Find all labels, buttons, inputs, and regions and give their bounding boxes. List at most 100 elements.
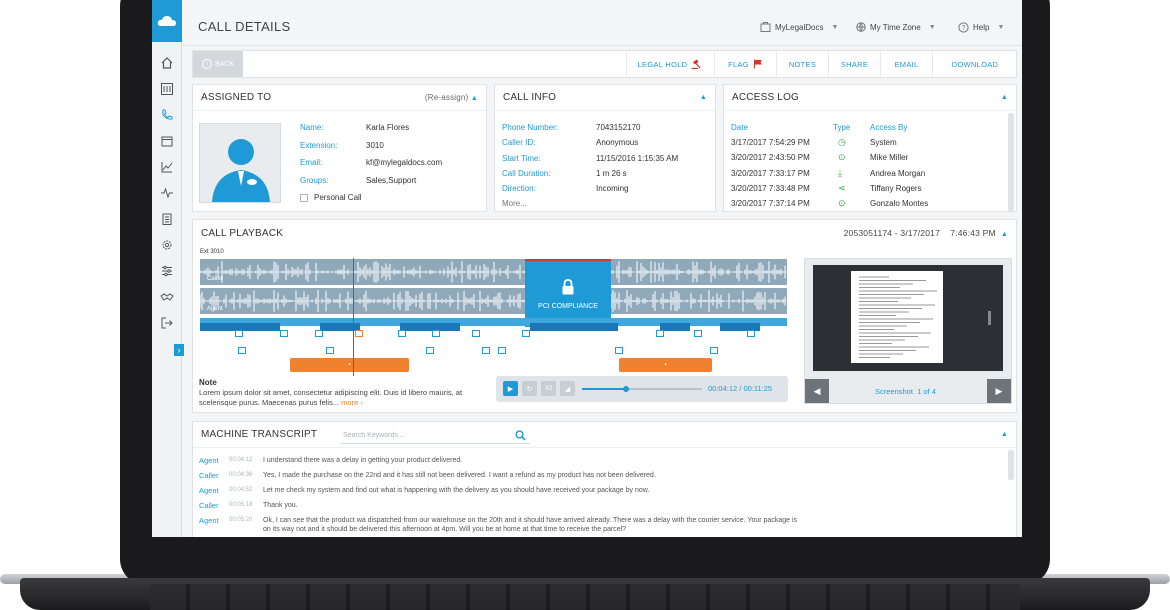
playback-time: 00:04:12 / 00:11:25 — [708, 384, 773, 393]
type-column-header[interactable]: Type — [833, 123, 851, 132]
download-button[interactable]: DOWNLOAD — [932, 51, 1017, 77]
note-body: Lorem ipsum dolor sit amet, consectetur … — [199, 388, 489, 408]
keyword-search-input[interactable]: Search Keywords... — [340, 428, 530, 444]
handshake-icon[interactable] — [152, 284, 182, 310]
transcript-row[interactable]: Agent 00:04:52 Let me check my system and … — [199, 486, 798, 495]
screen-marker-icon[interactable] — [472, 330, 480, 337]
note-more-link[interactable]: more › — [341, 398, 363, 407]
transcript-row[interactable]: Caller 00:04:36 Yes, I made the purchase o… — [199, 471, 798, 480]
transcript-scrollbar[interactable] — [1008, 450, 1014, 480]
screen-marker-icon[interactable] — [522, 330, 530, 337]
replay-button[interactable]: ↻ — [522, 381, 537, 396]
caller-waveform[interactable] — [200, 259, 525, 285]
chart-icon[interactable] — [152, 154, 182, 180]
call-info-label: Direction: — [502, 184, 536, 194]
screen-marker-icon[interactable] — [432, 330, 440, 337]
screenshot-viewer: ◀ Screenshot 1 of 4 ▶ — [804, 258, 1012, 404]
timestamp[interactable]: 00:05:20 — [229, 517, 253, 523]
access-by: Mike Miller — [870, 153, 909, 163]
logout-icon[interactable] — [152, 310, 182, 336]
caller-waveform-part2[interactable] — [611, 259, 787, 285]
transcript-row[interactable]: Caller 00:05:18 Thank you. — [199, 501, 798, 510]
timezone-menu[interactable]: My Time Zone ▼ — [856, 22, 936, 32]
orange-annotation-segment[interactable]: ▪ — [619, 358, 712, 372]
page-title: CALL DETAILS — [198, 19, 291, 34]
progress-knob[interactable] — [623, 386, 630, 392]
agent-waveform[interactable] — [200, 288, 525, 314]
personal-call-checkbox[interactable]: Personal Call — [300, 193, 362, 202]
timestamp[interactable]: 00:04:36 — [229, 472, 253, 478]
cloud-logo-icon[interactable] — [152, 0, 182, 42]
reassign-link[interactable]: (Re-assign) ▲ — [425, 93, 478, 102]
screen-marker-icon[interactable] — [694, 330, 702, 337]
access-log-panel: ACCESS LOG ▲ Date Type Access By 3/17/20… — [723, 84, 1017, 212]
screen-marker-icon[interactable] — [235, 330, 243, 337]
timestamp[interactable]: 00:04:12 — [229, 457, 253, 463]
collapse-icon[interactable]: ▲ — [1000, 431, 1008, 438]
prev-screenshot-button[interactable]: ◀ — [805, 379, 829, 403]
clipboard-icon[interactable] — [152, 206, 182, 232]
expand-sidebar-button[interactable]: › — [174, 344, 184, 356]
playhead[interactable] — [353, 258, 354, 376]
agent-waveform-part2[interactable] — [611, 288, 787, 314]
screen-marker-icon[interactable] — [747, 330, 755, 337]
lock-icon — [562, 278, 574, 294]
checkbox-box[interactable] — [300, 193, 308, 202]
back-button[interactable]: ‹ BACK — [193, 51, 243, 77]
email-button[interactable]: EMAIL — [880, 51, 932, 77]
transcript-row[interactable]: Agent 00:04:12 I understand there was a de… — [199, 456, 798, 465]
collapse-icon[interactable]: ▲ — [699, 94, 707, 101]
access-by-column-header[interactable]: Access By — [870, 123, 908, 132]
progress-track[interactable] — [582, 386, 702, 392]
reassign-label: (Re-assign) — [424, 93, 469, 102]
flag-button[interactable]: FLAG — [714, 51, 776, 77]
chevron-down-icon: ▼ — [997, 24, 1005, 31]
transcript-row[interactable]: Agent 00:05:20 Ok, I can see that the prod… — [199, 516, 798, 534]
access-log-scrollbar[interactable] — [1008, 113, 1014, 211]
notes-button[interactable]: NOTES — [776, 51, 828, 77]
volume-button[interactable]: ◢ — [560, 381, 575, 396]
keyboard-keys — [150, 584, 1020, 610]
extension-tag: Ext 3010 — [200, 249, 224, 255]
gear-icon[interactable] — [152, 232, 182, 258]
pulse-icon[interactable] — [152, 180, 182, 206]
mylegaldocs-menu[interactable]: MyLegalDocs ▼ — [760, 22, 838, 32]
screen-marker-icon[interactable] — [656, 330, 664, 337]
event-marker-icon[interactable] — [238, 347, 246, 354]
event-marker-icon[interactable] — [426, 347, 434, 354]
collapse-icon[interactable]: ▲ — [1000, 231, 1008, 238]
screen-marker-icon[interactable] — [398, 330, 406, 337]
speed-button[interactable]: X2 — [541, 381, 556, 396]
next-screenshot-button[interactable]: ▶ — [987, 379, 1011, 403]
event-marker-icon[interactable] — [710, 347, 718, 354]
event-marker-icon[interactable] — [615, 347, 623, 354]
event-marker-icon[interactable] — [482, 347, 490, 354]
timestamp[interactable]: 00:05:18 — [229, 502, 253, 508]
help-menu[interactable]: ? Help ▼ — [958, 22, 1004, 33]
screenshot-image[interactable] — [813, 265, 1003, 371]
search-icon[interactable] — [515, 430, 526, 441]
screen-marker-icon[interactable] — [355, 330, 363, 337]
legal-hold-button[interactable]: LEGAL HOLD — [626, 51, 714, 77]
orange-annotation-segment[interactable]: ▪ — [290, 358, 409, 372]
home-icon[interactable] — [152, 50, 182, 76]
note-text: Lorem ipsum dolor sit amet, consectetur … — [199, 388, 463, 407]
sliders-icon[interactable] — [152, 258, 182, 284]
date-column-header[interactable]: Date — [731, 123, 748, 132]
screen-marker-icon[interactable] — [280, 330, 288, 337]
note-title: Note — [199, 378, 217, 387]
calendar-icon[interactable] — [152, 128, 182, 154]
timestamp[interactable]: 00:04:52 — [229, 487, 253, 493]
play-button[interactable]: ▶ — [503, 381, 518, 396]
more-link[interactable]: More... — [502, 199, 527, 208]
share-button[interactable]: SHARE — [828, 51, 880, 77]
event-marker-row — [200, 345, 787, 357]
screen-marker-icon[interactable] — [315, 330, 323, 337]
speaker-timeline[interactable] — [200, 318, 787, 331]
screenshot-label: Screenshot — [875, 387, 913, 396]
phone-icon[interactable] — [152, 102, 182, 128]
mixer-icon[interactable] — [152, 76, 182, 102]
event-marker-icon[interactable] — [498, 347, 506, 354]
collapse-icon[interactable]: ▲ — [1000, 94, 1008, 101]
event-marker-icon[interactable] — [326, 347, 334, 354]
